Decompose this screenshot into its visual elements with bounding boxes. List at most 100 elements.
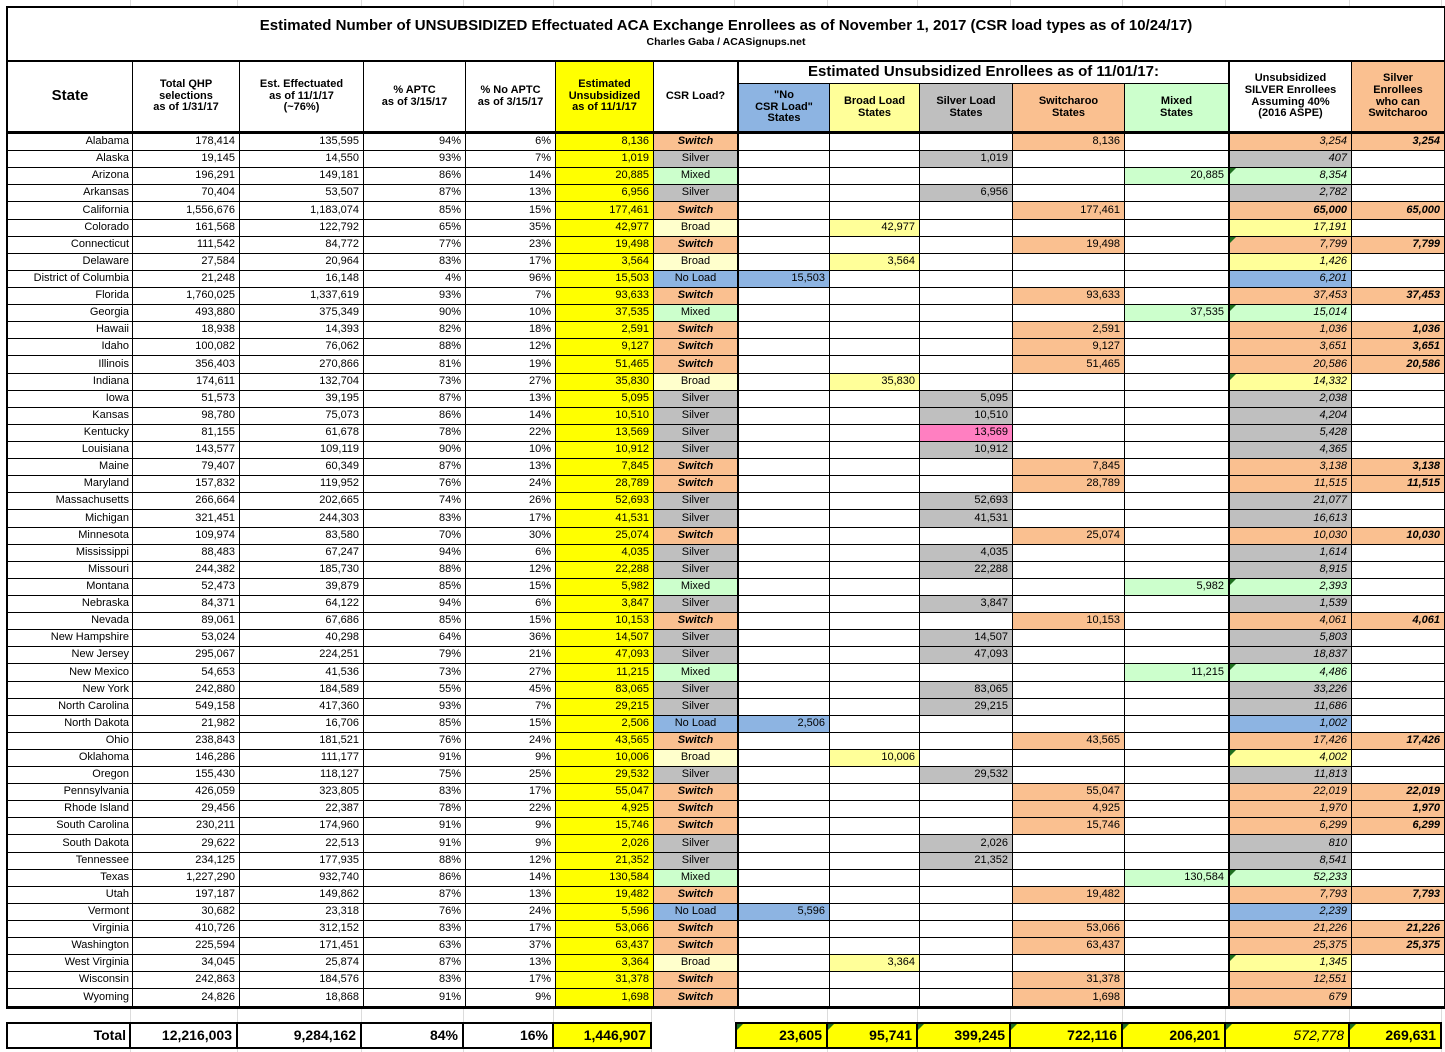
cell-can-switcharoo[interactable] (1352, 716, 1444, 733)
cell-unsubsidized[interactable]: 3,564 (556, 253, 654, 271)
cell-mixed[interactable] (1125, 801, 1228, 819)
cell-mixed[interactable] (1125, 510, 1228, 528)
cell-switcharoo[interactable]: 93,633 (1013, 287, 1125, 306)
cell-silver-load[interactable] (920, 972, 1013, 990)
cell-csr-load[interactable]: Silver (654, 595, 737, 614)
cell-no-csr-load[interactable] (737, 681, 830, 699)
cell-silver-40[interactable]: 17,191 (1228, 219, 1352, 237)
cell-silver-load[interactable] (920, 818, 1013, 836)
cell-switcharoo[interactable] (1013, 595, 1125, 614)
cell-aptc[interactable]: 4% (364, 270, 466, 288)
cell-csr-load[interactable]: Switch (654, 339, 737, 357)
cell-silver-40[interactable]: 810 (1228, 835, 1352, 853)
cell-can-switcharoo[interactable]: 1,036 (1352, 322, 1444, 340)
cell-no-csr-load[interactable] (737, 305, 830, 323)
cell-aptc[interactable]: 74% (364, 493, 466, 511)
cell-effectuated[interactable]: 202,665 (240, 493, 364, 511)
cell-no-aptc[interactable]: 22% (466, 801, 556, 819)
cell-no-csr-load[interactable] (737, 647, 830, 665)
cell-unsubsidized[interactable]: 130,584 (556, 869, 654, 887)
cell-unsubsidized[interactable]: 42,977 (556, 219, 654, 237)
cell-aptc[interactable]: 93% (364, 287, 466, 306)
cell-silver-40[interactable]: 37,453 (1228, 287, 1352, 306)
cell-silver-load[interactable] (920, 921, 1013, 939)
cell-no-csr-load[interactable] (737, 322, 830, 340)
cell-no-aptc[interactable]: 9% (466, 989, 556, 1007)
cell-aptc[interactable]: 65% (364, 219, 466, 237)
cell-no-aptc[interactable]: 24% (466, 476, 556, 494)
cell-unsubsidized[interactable]: 5,095 (556, 390, 654, 408)
cell-can-switcharoo[interactable] (1352, 664, 1444, 682)
cell-no-aptc[interactable]: 14% (466, 168, 556, 186)
cell-unsubsidized[interactable]: 1,019 (556, 151, 654, 169)
cell-can-switcharoo[interactable] (1352, 374, 1444, 391)
cell-broad-load[interactable] (830, 869, 920, 887)
cell-mixed[interactable]: 130,584 (1125, 869, 1228, 887)
cell-qhp[interactable]: 109,974 (133, 527, 240, 545)
cell-state[interactable]: New Mexico (8, 664, 133, 682)
cell-aptc[interactable]: 85% (364, 613, 466, 631)
cell-broad-load[interactable] (830, 202, 920, 220)
cell-silver-load[interactable] (920, 459, 1013, 477)
cell-can-switcharoo[interactable] (1352, 989, 1444, 1007)
cell-state[interactable]: Nevada (8, 613, 133, 631)
cell-unsubsidized[interactable]: 53,066 (556, 921, 654, 939)
cell-csr-load[interactable]: Switch (654, 322, 737, 340)
cell-aptc[interactable]: 82% (364, 322, 466, 340)
cell-broad-load[interactable] (830, 681, 920, 699)
cell-state[interactable]: Alabama (8, 134, 133, 152)
cell-qhp[interactable]: 29,622 (133, 835, 240, 853)
cell-switcharoo[interactable] (1013, 630, 1125, 648)
cell-silver-load[interactable]: 29,215 (920, 698, 1013, 716)
cell-mixed[interactable] (1125, 202, 1228, 220)
cell-qhp[interactable]: 98,780 (133, 407, 240, 425)
cell-effectuated[interactable]: 111,177 (240, 749, 364, 768)
cell-can-switcharoo[interactable] (1352, 630, 1444, 648)
cell-switcharoo[interactable] (1013, 749, 1125, 768)
cell-mixed[interactable] (1125, 528, 1228, 545)
cell-qhp[interactable]: 234,125 (133, 852, 240, 870)
cell-state[interactable]: Arkansas (8, 185, 133, 203)
cell-switcharoo[interactable] (1013, 168, 1125, 186)
cell-no-aptc[interactable]: 27% (466, 664, 556, 682)
total-no-aptc[interactable]: 16% (464, 1021, 554, 1049)
cell-qhp[interactable]: 410,726 (133, 921, 240, 939)
cell-state[interactable]: Minnesota (8, 527, 133, 545)
cell-qhp[interactable]: 155,430 (133, 767, 240, 785)
cell-effectuated[interactable]: 270,866 (240, 356, 364, 374)
cell-silver-40[interactable]: 22,019 (1228, 784, 1352, 802)
cell-silver-40[interactable]: 4,061 (1228, 613, 1352, 631)
cell-can-switcharoo[interactable]: 20,586 (1352, 356, 1444, 374)
cell-unsubsidized[interactable]: 29,532 (556, 767, 654, 785)
cell-qhp[interactable]: 242,863 (133, 972, 240, 990)
cell-silver-load[interactable] (920, 339, 1013, 357)
cell-qhp[interactable]: 19,145 (133, 151, 240, 169)
cell-silver-load[interactable] (920, 801, 1013, 819)
cell-no-csr-load[interactable] (737, 510, 830, 528)
cell-csr-load[interactable]: Silver (654, 698, 737, 716)
cell-no-aptc[interactable]: 7% (466, 287, 556, 306)
cell-mixed[interactable] (1125, 904, 1228, 922)
cell-aptc[interactable]: 85% (364, 715, 466, 733)
cell-can-switcharoo[interactable] (1352, 254, 1444, 271)
cell-no-csr-load[interactable] (737, 630, 830, 648)
cell-silver-40[interactable]: 15,014 (1228, 305, 1352, 323)
cell-silver-load[interactable] (920, 527, 1013, 545)
cell-aptc[interactable]: 90% (364, 305, 466, 323)
total-no-csr-load[interactable]: 23,605 (735, 1021, 828, 1049)
cell-switcharoo[interactable] (1013, 510, 1125, 528)
cell-csr-load[interactable]: Silver (654, 681, 737, 699)
cell-qhp[interactable]: 196,291 (133, 168, 240, 186)
cell-no-aptc[interactable]: 26% (466, 493, 556, 511)
cell-can-switcharoo[interactable]: 6,299 (1352, 818, 1444, 836)
cell-aptc[interactable]: 94% (364, 544, 466, 562)
cell-can-switcharoo[interactable] (1352, 391, 1444, 408)
cell-effectuated[interactable]: 1,183,074 (240, 202, 364, 220)
cell-state[interactable]: Alaska (8, 151, 133, 169)
cell-no-csr-load[interactable] (737, 134, 830, 152)
cell-state[interactable]: Vermont (8, 903, 133, 922)
cell-effectuated[interactable]: 185,730 (240, 561, 364, 579)
cell-effectuated[interactable]: 39,879 (240, 578, 364, 596)
cell-silver-40[interactable]: 14,332 (1228, 373, 1352, 391)
cell-can-switcharoo[interactable]: 4,061 (1352, 613, 1444, 631)
